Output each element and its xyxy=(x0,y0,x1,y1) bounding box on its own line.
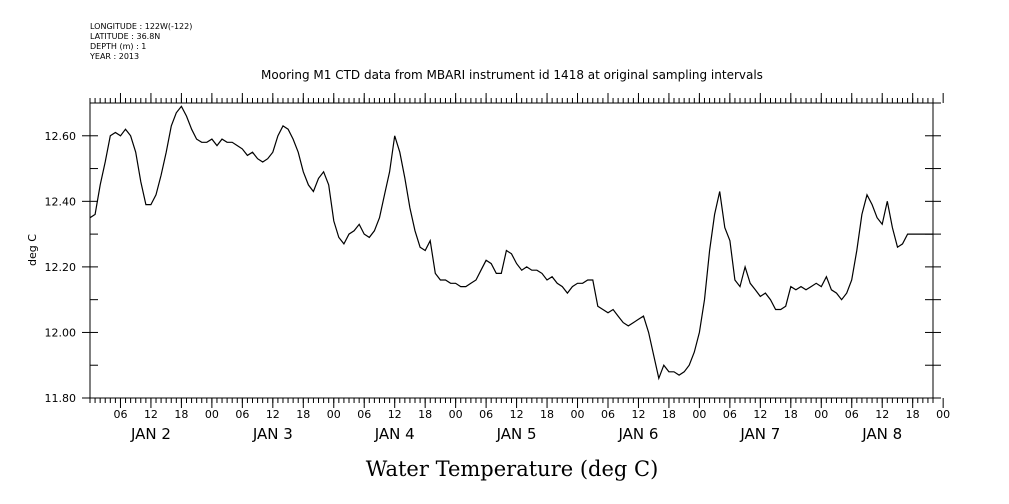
depth-label: DEPTH (m) : 1 xyxy=(90,42,147,51)
y-tick-label: 11.80 xyxy=(45,392,77,405)
latitude-label: LATITUDE : 36.8N xyxy=(90,32,161,41)
x-tick-label: 18 xyxy=(418,408,432,421)
x-day-label: JAN 8 xyxy=(861,425,902,443)
x-tick-label: 06 xyxy=(357,408,371,421)
metadata-block: LONGITUDE : 122W(-122) LATITUDE : 36.8N … xyxy=(90,22,192,62)
x-tick-label: 06 xyxy=(235,408,249,421)
x-tick-label: 12 xyxy=(388,408,402,421)
x-tick-label: 06 xyxy=(479,408,493,421)
x-day-label: JAN 4 xyxy=(374,425,415,443)
x-tick-label: 12 xyxy=(144,408,158,421)
x-tick-label: 06 xyxy=(113,408,127,421)
x-tick-label: 18 xyxy=(662,408,676,421)
x-tick-label: 00 xyxy=(814,408,828,421)
x-tick-label: 00 xyxy=(327,408,341,421)
series-line-water-temperature xyxy=(89,105,933,381)
x-tick-label: 06 xyxy=(845,408,859,421)
y-axis-label: deg C xyxy=(26,234,39,266)
x-day-label: JAN 7 xyxy=(739,425,780,443)
chart-title: Mooring M1 CTD data from MBARI instrumen… xyxy=(261,68,763,82)
y-tick-label: 12.20 xyxy=(45,261,77,274)
x-tick-label: 00 xyxy=(936,408,950,421)
x-tick-label: 12 xyxy=(266,408,280,421)
y-tick-label: 12.40 xyxy=(45,195,77,208)
x-tick-label: 06 xyxy=(601,408,615,421)
x-tick-label: 18 xyxy=(296,408,310,421)
x-tick-label: 00 xyxy=(571,408,585,421)
x-tick-label: 00 xyxy=(205,408,219,421)
y-tick-label: 12.00 xyxy=(45,326,77,339)
x-axis: 06 12 18 00 06 12 18 00 06 12 18 00 06 12 18 00 06 12 18 00… xyxy=(113,93,950,443)
y-tick-label: 12.60 xyxy=(45,130,77,143)
x-tick-label: 00 xyxy=(449,408,463,421)
x-day-label: JAN 5 xyxy=(496,425,537,443)
x-tick-label: 12 xyxy=(631,408,645,421)
year-label: YEAR : 2013 xyxy=(90,52,140,61)
x-day-label: JAN 3 xyxy=(252,425,293,443)
minor-ticks xyxy=(89,98,934,403)
x-tick-label: 06 xyxy=(723,408,737,421)
x-tick-label: 12 xyxy=(753,408,767,421)
x-day-label: JAN 2 xyxy=(130,425,171,443)
x-tick-label: 00 xyxy=(692,408,706,421)
x-tick-label: 12 xyxy=(875,408,889,421)
x-tick-label: 12 xyxy=(510,408,524,421)
x-tick-label: 18 xyxy=(540,408,554,421)
x-axis-label: Water Temperature (deg C) xyxy=(366,457,659,481)
longitude-label: LONGITUDE : 122W(-122) xyxy=(90,22,193,31)
x-tick-label: 18 xyxy=(906,408,920,421)
x-day-label: JAN 6 xyxy=(617,425,658,443)
x-tick-label: 18 xyxy=(784,408,798,421)
plot-frame xyxy=(89,102,934,399)
y-axis: 11.80 12.00 12.20 12.40 12.60 xyxy=(45,102,941,405)
x-tick-label: 18 xyxy=(174,408,188,421)
